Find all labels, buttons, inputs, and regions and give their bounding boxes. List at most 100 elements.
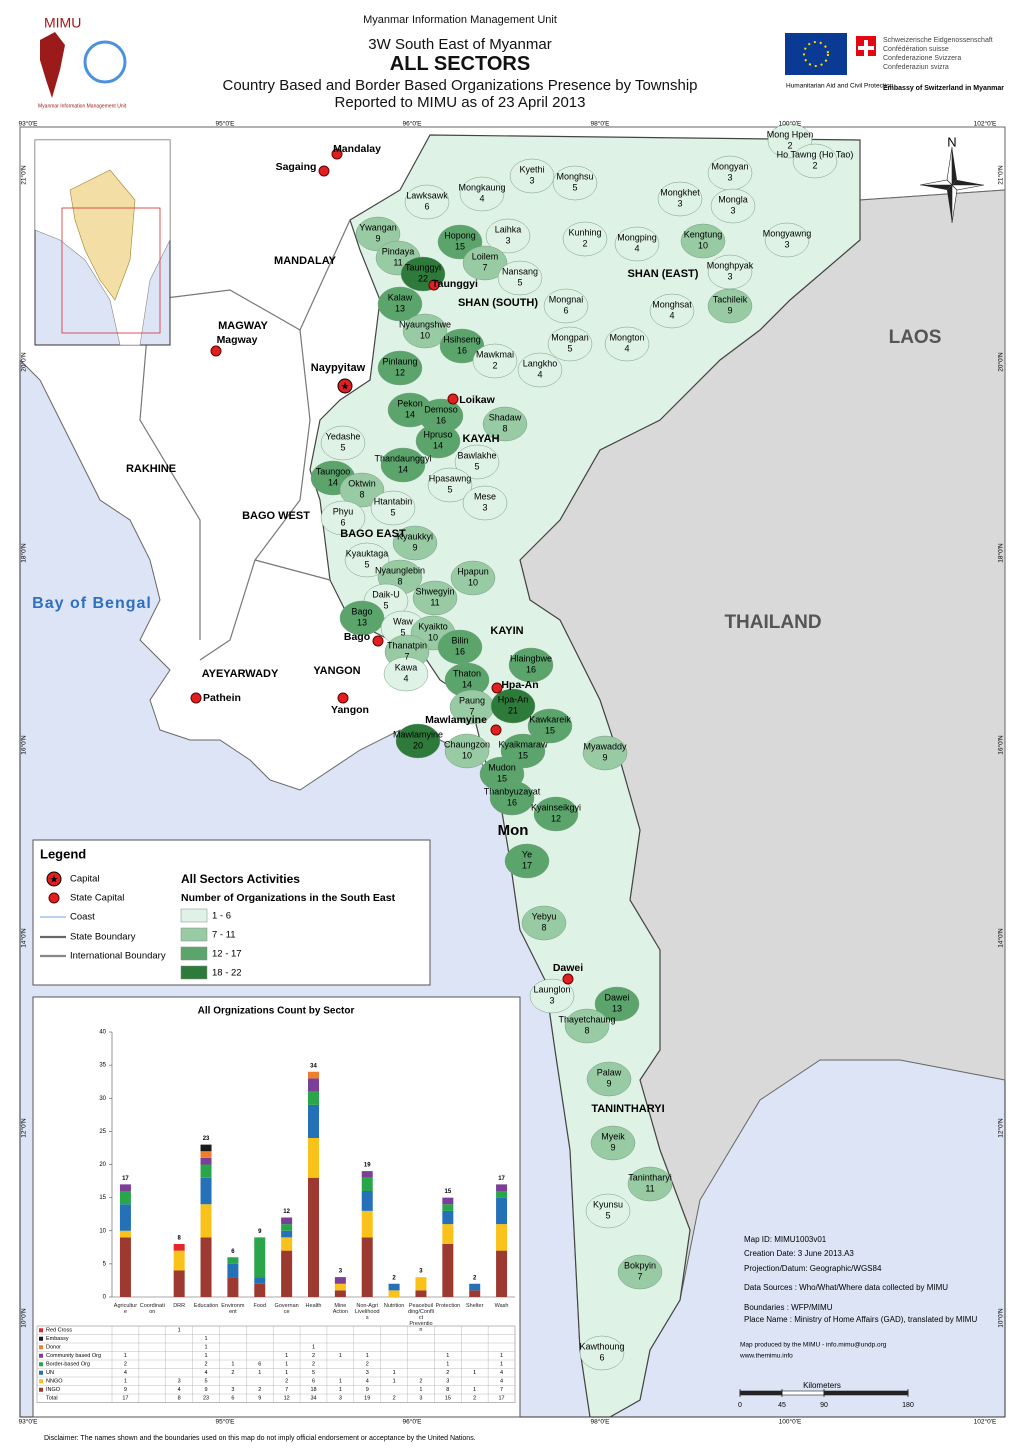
township-name: Hopong [444, 230, 476, 240]
township-count: 22 [418, 273, 428, 283]
township-count: 5 [605, 1210, 610, 1220]
township-name: Kyaikto [418, 621, 448, 631]
township-count: 16 [457, 345, 467, 355]
mimu-map-icon [40, 32, 65, 98]
township-name: Mong Hpen [767, 129, 814, 139]
township-name: Monghsat [652, 299, 692, 309]
township-name: Tachileik [713, 294, 748, 304]
table-total-cell: 17 [499, 1396, 505, 1402]
township-count: 2 [582, 238, 587, 248]
y-tick-label: 5 [103, 1261, 107, 1267]
township-name: Kyainseikgyi [531, 802, 581, 812]
bar-segment [254, 1277, 266, 1284]
township-count: 15 [545, 725, 555, 735]
table-cell: 1 [124, 1353, 127, 1359]
bar-segment [496, 1191, 508, 1198]
township-name: Laihka [495, 224, 522, 234]
township-count: 14 [462, 679, 472, 689]
legend-capital [46, 871, 62, 887]
region-label: MAGWAY [218, 320, 268, 332]
township-count: 5 [567, 343, 572, 353]
x-tick-label: Nutrition [383, 1303, 405, 1309]
township-count: 9 [375, 233, 380, 243]
region-label: AYEYARWADY [202, 668, 279, 680]
swiss-name: Confederaziun svizra [883, 64, 949, 71]
township-name: Mudon [488, 762, 516, 772]
state-capital-label: Dawei [553, 962, 583, 974]
township-name: Kyaikmaraw [498, 739, 548, 749]
state-capital-marker [331, 148, 343, 160]
x-tick-label: Education [193, 1303, 219, 1309]
table-cell: 1 [205, 1336, 208, 1342]
township-count: 8 [584, 1025, 589, 1035]
township-name: Mawkmai [476, 349, 514, 359]
longitude-label: 93°0'E [18, 120, 38, 128]
x-tick-label: Protection [435, 1303, 461, 1309]
township-area [462, 245, 508, 281]
state-capital-marker [372, 635, 384, 647]
township-area [450, 560, 496, 596]
township-name: Pekon [397, 398, 423, 408]
township-name: Kawa [395, 662, 418, 672]
township-count: 15 [497, 773, 507, 783]
township-count: 10 [698, 240, 708, 250]
bar-segment [361, 1237, 373, 1297]
echo-caption: Humanitarian Aid and Civil Protection [786, 83, 894, 90]
table-cell: 4 [124, 1370, 127, 1376]
township-area [383, 656, 429, 692]
table-cell: 1 [258, 1370, 261, 1376]
table-cell: 7 [285, 1387, 288, 1393]
township-area [339, 600, 385, 636]
township-name: Mongkhet [660, 187, 700, 197]
township-count: 6 [340, 517, 345, 527]
longitude-label: 102°0'E [974, 1418, 997, 1426]
state-capital-label: Bago [344, 631, 370, 643]
township-count: 2 [812, 160, 817, 170]
latitude-label: 10°0'N [20, 1308, 28, 1328]
map-info: Place Name : Ministry of Home Affairs (G… [744, 1315, 977, 1324]
table-cell: 1 [205, 1345, 208, 1351]
x-tick-label: Mine Action [332, 1303, 348, 1315]
township-count: 11 [430, 597, 439, 607]
legend-subheading: Number of Organizations in the South Eas… [181, 892, 396, 904]
township-name: Mawlamyine [393, 729, 443, 739]
township-area [543, 288, 589, 324]
table-cell: 1 [124, 1379, 127, 1385]
table-cell: 1 [285, 1370, 288, 1376]
inset-extent [61, 207, 161, 334]
bar-total-label: 6 [231, 1249, 235, 1255]
swiss-name: Confédération suisse [883, 46, 949, 53]
township-area [344, 542, 390, 578]
township-name: Mongnai [549, 294, 584, 304]
table-total-cell: 2 [473, 1396, 476, 1402]
township-count: 17 [522, 860, 532, 870]
township-count: 6 [424, 201, 429, 211]
map-info: Creation Date: 3 June 2013.A3 [744, 1249, 854, 1258]
township-name: Mongla [718, 194, 748, 204]
township-area [508, 647, 554, 683]
township-name: Paung [459, 695, 485, 705]
y-tick-label: 10 [99, 1228, 106, 1234]
longitude-label: 93°0'E [18, 1418, 38, 1426]
township-area [485, 218, 531, 254]
state-boundary [89, 169, 351, 661]
legend-class-label: 18 - 22 [212, 968, 242, 979]
x-tick-label: Peacebuilding/Conflict Prevention [407, 1303, 434, 1333]
table-cell: 9 [366, 1387, 369, 1393]
legend-entry: INGO [46, 1387, 61, 1393]
legend-entry: NNGO [46, 1379, 63, 1385]
mimu-caption: Myanmar Information Management Unit [38, 103, 127, 109]
scale-tick-label: 180 [902, 1402, 914, 1409]
bar-segment [200, 1151, 212, 1158]
table-cell: 1 [339, 1353, 342, 1359]
township-name: Demoso [424, 404, 458, 414]
township-name: Hpasawng [429, 473, 472, 483]
scale-segment [781, 1390, 825, 1396]
township-count: 4 [403, 673, 408, 683]
map-info: Boundaries : WFP/MIMU [744, 1303, 833, 1312]
longitude-label: 95°0'E [215, 120, 235, 128]
table-cell: 1 [446, 1353, 449, 1359]
table-cell: 2 [258, 1387, 261, 1393]
state-capital-label: Magway [217, 334, 258, 346]
township-name: Mongpan [551, 332, 589, 342]
